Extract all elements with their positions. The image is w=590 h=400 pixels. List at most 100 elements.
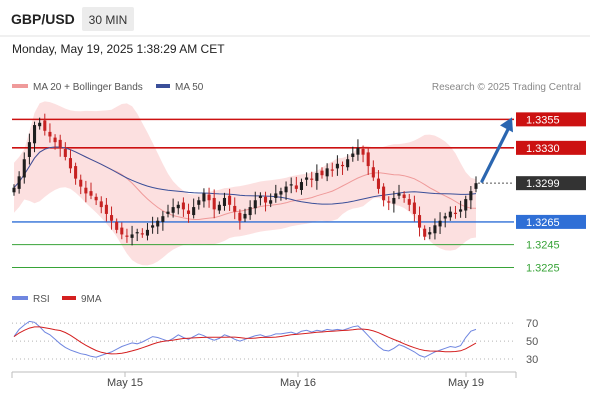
projection-arrow-head — [500, 117, 513, 133]
candle-body — [176, 204, 180, 209]
candle-body — [299, 182, 304, 190]
timeframe-badge[interactable] — [82, 7, 134, 31]
candle-body — [433, 225, 437, 234]
candle-body — [289, 184, 293, 186]
candle-body — [340, 164, 345, 167]
price-levels-layer — [12, 118, 514, 268]
candle-body — [407, 199, 411, 205]
level-label-support: 1.3245 — [526, 240, 560, 252]
rsi-ma-line — [13, 326, 477, 355]
candle-body — [382, 186, 386, 201]
symbol-title: GBP/USD — [11, 11, 75, 27]
candle-body — [361, 148, 365, 155]
candle-body — [89, 191, 93, 196]
candle-body — [27, 142, 31, 157]
candle-body — [228, 195, 232, 205]
level-label-box-pivot — [516, 214, 586, 229]
candle-body — [58, 139, 62, 148]
candle-body — [243, 213, 247, 219]
candle-body — [356, 147, 360, 155]
candle-body — [366, 152, 370, 167]
credit-label: Research © 2025 Trading Central — [432, 82, 581, 93]
candle-body — [417, 215, 422, 228]
candle-body — [63, 148, 67, 157]
candle-body — [17, 176, 21, 189]
x-axis: May 15 May 16 May 19 — [11, 371, 517, 389]
candle-body — [222, 197, 227, 206]
candle-body — [459, 209, 463, 212]
rsi-tick-label: 50 — [526, 336, 538, 348]
candle-body — [43, 120, 47, 131]
candle-body — [428, 232, 432, 235]
candle-body — [346, 159, 350, 168]
ma50-legend-label: MA 50 — [175, 82, 204, 93]
candle-body — [94, 196, 98, 201]
candle-body — [238, 212, 242, 221]
candle-body — [217, 204, 221, 211]
candle-body — [104, 204, 108, 214]
candle-body — [474, 183, 478, 189]
candle-body — [305, 177, 309, 180]
bb-legend-label: MA 20 + Bollinger Bands — [33, 82, 143, 93]
candle-body — [448, 211, 452, 218]
rsi-ma-legend-label: 9MA — [81, 294, 102, 305]
candle-body — [22, 159, 26, 178]
candle-body — [192, 207, 196, 216]
candle-body — [412, 202, 416, 214]
ma50-legend-swatch — [156, 84, 170, 88]
datetime-label: Monday, May 19, 2025 1:38:29 AM CET — [12, 42, 225, 56]
candle-body — [453, 212, 458, 214]
candle-body — [74, 166, 78, 179]
candle-body — [392, 197, 396, 204]
candle-body — [125, 235, 129, 237]
candle-body — [32, 125, 37, 144]
candles-layer — [12, 113, 478, 246]
candle-body — [84, 187, 88, 194]
candle-body — [258, 195, 262, 198]
candle-body — [279, 191, 283, 195]
projection-arrow-layer — [480, 117, 513, 183]
candle-body — [171, 207, 175, 213]
bb-legend-swatch — [12, 84, 28, 88]
rsi-legend: RSI 9MA — [12, 294, 102, 305]
candle-body — [120, 227, 124, 235]
rsi-tick-label: 70 — [526, 318, 538, 330]
candle-body — [248, 207, 252, 216]
candle-body — [402, 194, 406, 198]
candle-body — [48, 131, 52, 137]
candle-body — [371, 167, 375, 178]
candle-body — [202, 193, 206, 202]
level-label-support: 1.3225 — [526, 262, 560, 274]
candle-body — [212, 197, 216, 210]
candle-body — [53, 137, 57, 143]
rsi-ma-legend-swatch — [62, 296, 76, 300]
candle-body — [79, 179, 83, 187]
candle-body — [330, 169, 334, 171]
candle-body — [156, 220, 160, 227]
candle-body — [294, 185, 298, 189]
rsi-lines-layer — [13, 320, 477, 358]
candle-body — [109, 215, 114, 221]
x-axis-label: May 16 — [280, 377, 316, 389]
projection-arrow-shaft — [480, 127, 510, 183]
candle-body — [135, 232, 139, 234]
candle-body — [233, 205, 237, 212]
candle-body — [438, 220, 442, 227]
bollinger-band-fill — [14, 101, 476, 266]
candle-body — [197, 200, 201, 205]
level-label-pivot: 1.3265 — [526, 217, 560, 229]
level-label-box-resistance — [516, 140, 586, 155]
rsi-tick-label: 30 — [526, 354, 538, 366]
timeframe-label[interactable]: 30 MIN — [89, 13, 128, 27]
rsi-line — [13, 320, 477, 358]
candle-body — [469, 191, 473, 201]
level-label-box-resistance — [516, 112, 586, 127]
candle-body — [181, 202, 185, 210]
candle-body — [38, 122, 42, 127]
candle-body — [351, 153, 355, 157]
level-label-resistance: 1.3355 — [526, 114, 560, 126]
level-label-current: 1.3299 — [526, 178, 560, 190]
candle-body — [145, 229, 150, 236]
candle-body — [315, 172, 319, 181]
